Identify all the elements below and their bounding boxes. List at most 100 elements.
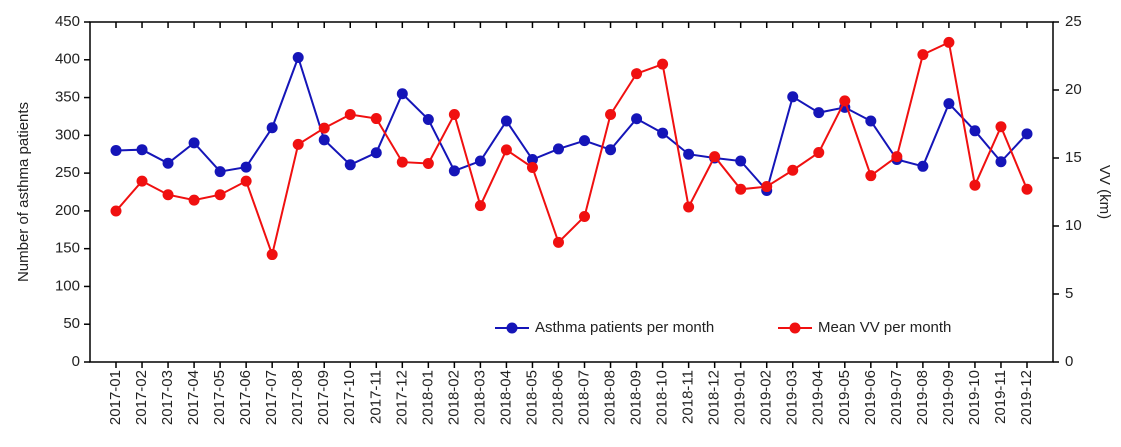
point — [917, 49, 929, 61]
point — [995, 156, 1007, 168]
x-tick-label: 2018-05 — [523, 370, 540, 425]
y-tick-label: 250 — [55, 164, 80, 181]
x-tick-label: 2019-10 — [966, 370, 983, 425]
point — [839, 95, 851, 107]
point — [631, 113, 643, 125]
point — [500, 115, 512, 127]
x-tick-label: 2019-11 — [992, 370, 1009, 424]
x-tick-label: 2019-04 — [810, 370, 827, 425]
y-axis-label: Number of asthma patients — [15, 102, 32, 282]
point — [500, 144, 512, 156]
x-tick-label: 2018-03 — [471, 370, 488, 425]
point — [683, 148, 695, 160]
point — [943, 98, 955, 110]
point — [1021, 128, 1033, 140]
point — [396, 88, 408, 100]
x-tick-label: 2018-12 — [706, 370, 723, 425]
x-tick-label: 2017-11 — [367, 370, 384, 424]
x-tick-label: 2017-07 — [263, 370, 280, 425]
y2-tick-label: 20 — [1065, 81, 1082, 98]
point — [969, 125, 981, 137]
point — [787, 91, 799, 103]
point — [240, 175, 252, 187]
point — [266, 122, 278, 134]
point — [422, 157, 434, 169]
point — [631, 68, 643, 80]
y-tick-label: 150 — [55, 240, 80, 257]
point — [683, 201, 695, 213]
x-tick-label: 2017-03 — [159, 370, 176, 425]
point — [526, 154, 538, 166]
point — [657, 127, 669, 139]
point — [292, 52, 304, 64]
point — [136, 175, 148, 187]
point — [188, 137, 200, 149]
x-tick-label: 2019-08 — [914, 370, 931, 425]
x-tick-label: 2018-07 — [575, 370, 592, 425]
point — [370, 147, 382, 159]
point — [865, 115, 877, 127]
x-tick-label: 2018-08 — [602, 370, 619, 425]
legend-label: Mean VV per month — [818, 319, 951, 336]
y-tick-label: 100 — [55, 277, 80, 294]
point — [318, 134, 330, 146]
x-tick-label: 2018-06 — [549, 370, 566, 425]
x-tick-label: 2017-10 — [341, 370, 358, 425]
point — [891, 151, 903, 163]
point — [110, 205, 122, 217]
legend-label: Asthma patients per month — [535, 319, 714, 336]
x-tick-label: 2019-09 — [940, 370, 957, 425]
x-tick-label: 2017-12 — [393, 370, 410, 425]
y2-tick-label: 15 — [1065, 149, 1082, 166]
legend-marker — [789, 322, 801, 334]
x-tick-label: 2017-01 — [107, 370, 124, 425]
point — [657, 58, 669, 70]
x-tick-label: 2019-07 — [888, 370, 905, 425]
legend-marker — [506, 322, 518, 334]
point — [761, 181, 773, 193]
x-tick-label: 2018-11 — [680, 370, 697, 424]
point — [474, 155, 486, 167]
x-tick-label: 2019-03 — [784, 370, 801, 425]
y-tick-label: 0 — [72, 353, 80, 370]
point — [240, 161, 252, 173]
point — [1021, 183, 1033, 195]
point — [787, 164, 799, 176]
point — [735, 155, 747, 167]
point — [344, 108, 356, 120]
point — [813, 147, 825, 159]
point — [448, 165, 460, 177]
point — [162, 157, 174, 169]
x-tick-label: 2018-02 — [445, 370, 462, 425]
point — [865, 170, 877, 182]
y-tick-label: 50 — [63, 315, 80, 332]
point — [917, 160, 929, 172]
point — [709, 151, 721, 163]
y-tick-label: 350 — [55, 89, 80, 106]
x-tick-label: 2018-01 — [419, 370, 436, 425]
point — [162, 189, 174, 201]
point — [735, 183, 747, 195]
point — [136, 144, 148, 156]
point — [370, 113, 382, 125]
point — [813, 107, 825, 119]
point — [526, 162, 538, 174]
x-tick-label: 2019-12 — [1018, 370, 1035, 425]
y2-tick-label: 5 — [1065, 285, 1073, 302]
point — [552, 143, 564, 155]
x-tick-label: 2019-02 — [758, 370, 775, 425]
x-tick-label: 2017-08 — [289, 370, 306, 425]
x-tick-label: 2019-01 — [732, 370, 749, 425]
point — [579, 135, 591, 147]
y-tick-label: 400 — [55, 51, 80, 68]
y2-axis-label: VV (km) — [1096, 165, 1113, 219]
point — [266, 249, 278, 261]
x-tick-label: 2018-09 — [628, 370, 645, 425]
x-tick-label: 2017-02 — [133, 370, 150, 425]
point — [344, 159, 356, 171]
point — [969, 179, 981, 191]
point — [995, 121, 1007, 133]
x-tick-label: 2017-09 — [315, 370, 332, 425]
y-tick-label: 200 — [55, 202, 80, 219]
